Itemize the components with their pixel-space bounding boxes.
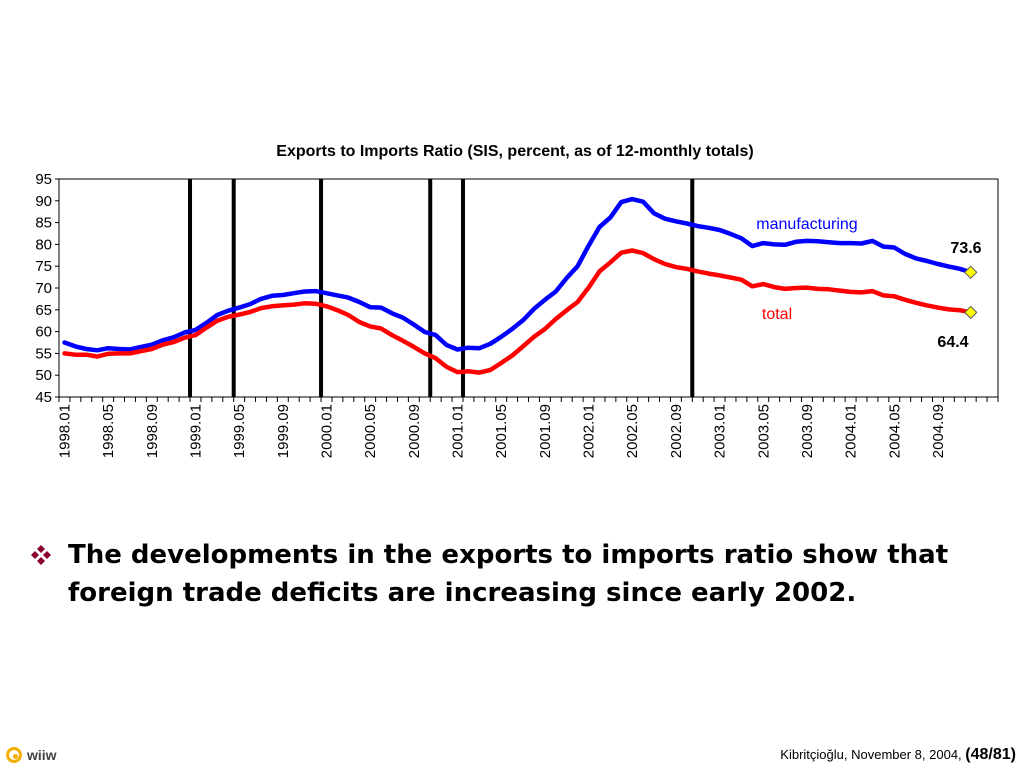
logo-text: wiiw bbox=[27, 747, 57, 763]
x-tick-label: 2002.01 bbox=[581, 404, 598, 458]
chart-title: Exports to Imports Ratio (SIS, percent, … bbox=[276, 143, 753, 160]
x-tick-label: 2000.09 bbox=[406, 404, 423, 458]
y-axis: 95 90 85 80 75 70 65 60 55 50 45 bbox=[35, 171, 59, 406]
slide-footer: Kibritçioğlu, November 8, 2004, (48/81) bbox=[780, 746, 1016, 764]
x-tick-label: 2002.09 bbox=[668, 404, 685, 458]
x-tick-label: 2003.05 bbox=[755, 404, 772, 458]
footer-page-number: 48/81) bbox=[970, 746, 1016, 763]
y-tick-label: 70 bbox=[35, 280, 52, 297]
chart: Exports to Imports Ratio (SIS, percent, … bbox=[35, 143, 999, 458]
x-tick-label: 1998.01 bbox=[56, 404, 73, 458]
x-tick-label: 2004.05 bbox=[886, 404, 903, 458]
wiiw-logo: wiiw bbox=[6, 744, 57, 766]
x-tick-label: 2000.01 bbox=[319, 404, 336, 458]
end-marker-total bbox=[963, 305, 978, 320]
x-tick-label: 2000.05 bbox=[362, 404, 379, 458]
logo-icon bbox=[6, 747, 22, 763]
x-tick-label: 2003.09 bbox=[799, 404, 816, 458]
x-tick-label: 2002.05 bbox=[624, 404, 641, 458]
x-tick-label: 2004.01 bbox=[843, 404, 860, 458]
y-tick-label: 45 bbox=[35, 389, 52, 406]
series-line-manufacturing bbox=[62, 196, 973, 353]
end-marker-manufacturing bbox=[963, 265, 978, 280]
series-label-manufacturing: manufacturing bbox=[756, 216, 857, 233]
plot-area bbox=[58, 178, 999, 398]
bullet-text: The developments in the exports to impor… bbox=[68, 540, 949, 608]
y-tick-label: 75 bbox=[35, 258, 52, 275]
series-label-total: total bbox=[762, 306, 792, 323]
x-tick-label: 1999.01 bbox=[187, 404, 204, 458]
y-tick-label: 95 bbox=[35, 171, 52, 188]
y-tick-label: 65 bbox=[35, 302, 52, 319]
x-tick-label: 2003.01 bbox=[712, 404, 729, 458]
y-tick-label: 85 bbox=[35, 215, 52, 232]
x-axis: 1998.01 1998.05 1998.09 1999.01 1999.05 1999.… bbox=[56, 397, 999, 458]
x-tick-label: 2004.09 bbox=[930, 404, 947, 458]
series-layer bbox=[62, 196, 978, 375]
y-tick-label: 60 bbox=[35, 324, 52, 341]
x-tick-label: 1998.09 bbox=[144, 404, 161, 458]
footer-page-open: ( bbox=[965, 746, 971, 763]
x-tick-label: 1999.09 bbox=[275, 404, 292, 458]
x-tick-label: 2001.01 bbox=[450, 404, 467, 458]
footer-author-date: Kibritçioğlu, November 8, 2004, bbox=[780, 747, 962, 762]
x-tick-label: 1999.05 bbox=[231, 404, 248, 458]
vertical-marker-lines bbox=[188, 179, 695, 397]
x-tick-label: 2001.05 bbox=[493, 404, 510, 458]
diamond-bullet-icon bbox=[31, 545, 51, 565]
y-tick-label: 50 bbox=[35, 367, 52, 384]
y-tick-label: 80 bbox=[35, 236, 52, 253]
series-line-total bbox=[62, 248, 973, 375]
bullet-point: The developments in the exports to impor… bbox=[30, 536, 1015, 612]
end-label-manufacturing: 73.6 bbox=[950, 240, 981, 257]
end-label-total: 64.4 bbox=[937, 334, 968, 351]
y-tick-label: 90 bbox=[35, 193, 52, 210]
x-tick-label: 2001.09 bbox=[537, 404, 554, 458]
y-tick-label: 55 bbox=[35, 345, 52, 362]
x-tick-label: 1998.05 bbox=[100, 404, 117, 458]
